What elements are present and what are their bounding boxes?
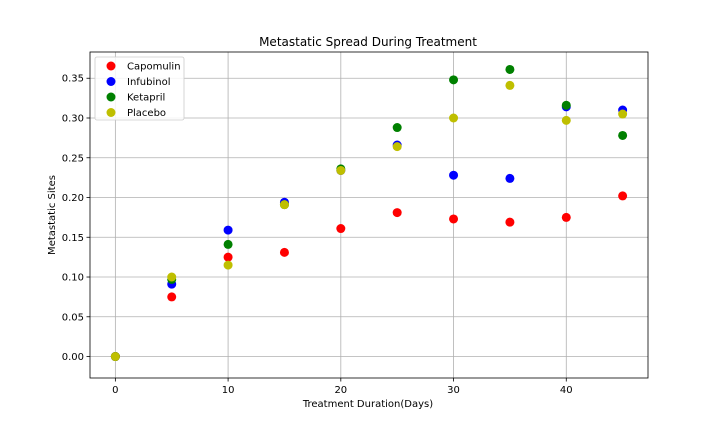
y-tick-label: 0.30 xyxy=(62,113,84,124)
y-tick-label: 0.25 xyxy=(62,153,84,164)
data-point xyxy=(392,123,402,133)
data-point xyxy=(167,292,177,302)
data-point xyxy=(618,191,628,201)
chart-title: Metastatic Spread During Treatment xyxy=(259,35,477,49)
legend-marker xyxy=(106,77,116,86)
legend-label: Placebo xyxy=(127,108,166,119)
x-tick-label: 20 xyxy=(334,385,347,396)
y-tick-label: 0.05 xyxy=(62,312,84,323)
data-point xyxy=(392,208,402,218)
series-placebo xyxy=(110,80,628,362)
data-point xyxy=(223,260,233,270)
data-point xyxy=(279,200,289,210)
data-point xyxy=(618,130,628,140)
legend: Capomulin Infubinol Ketapril Placebo xyxy=(94,56,185,121)
legend-label: Capomulin xyxy=(127,62,181,73)
legend-box xyxy=(94,56,185,121)
series-infubinol xyxy=(110,102,628,362)
y-tick-label: 0.10 xyxy=(62,273,84,284)
data-point xyxy=(167,272,177,282)
data-point xyxy=(223,225,233,235)
data-point xyxy=(505,64,515,74)
y-tick-label: 0.20 xyxy=(62,193,84,204)
data-point xyxy=(505,217,515,227)
data-point xyxy=(449,75,459,85)
legend-marker xyxy=(106,108,116,117)
data-point xyxy=(223,239,233,249)
data-point xyxy=(449,113,459,123)
x-tick-label: 0 xyxy=(112,385,118,396)
data-point xyxy=(279,247,289,257)
data-point xyxy=(110,352,120,362)
data-point xyxy=(223,252,233,262)
y-tick-label: 0.00 xyxy=(62,352,84,363)
data-point xyxy=(618,109,628,119)
plot-area-frame xyxy=(89,51,649,379)
data-point xyxy=(561,100,571,110)
legend-label: Ketapril xyxy=(127,93,165,104)
data-point xyxy=(449,170,459,180)
data-point xyxy=(449,214,459,224)
data-point xyxy=(561,115,571,125)
data-point xyxy=(336,224,346,234)
legend-marker xyxy=(106,61,116,71)
data-point xyxy=(505,80,515,90)
x-tick-label: 40 xyxy=(560,385,573,396)
y-tick-label: 0.15 xyxy=(62,233,84,244)
legend-label: Infubinol xyxy=(127,77,171,88)
data-points xyxy=(110,64,628,362)
data-point xyxy=(505,173,515,183)
axis-ticks: 0 10 20 30 40 0.00 0.05 0.10 0.15 0.20 0.25 0.30 0.3… xyxy=(62,74,573,396)
data-point xyxy=(336,165,346,175)
y-axis-label: Metastatic Sites xyxy=(47,175,58,255)
series-capomulin xyxy=(110,191,628,362)
data-point xyxy=(392,142,402,152)
y-tick-label: 0.35 xyxy=(62,74,84,85)
legend-marker xyxy=(106,92,116,102)
x-tick-label: 10 xyxy=(222,385,235,396)
x-tick-label: 30 xyxy=(447,385,460,396)
data-point xyxy=(561,212,571,222)
x-axis-label: Treatment Duration(Days) xyxy=(302,399,433,410)
